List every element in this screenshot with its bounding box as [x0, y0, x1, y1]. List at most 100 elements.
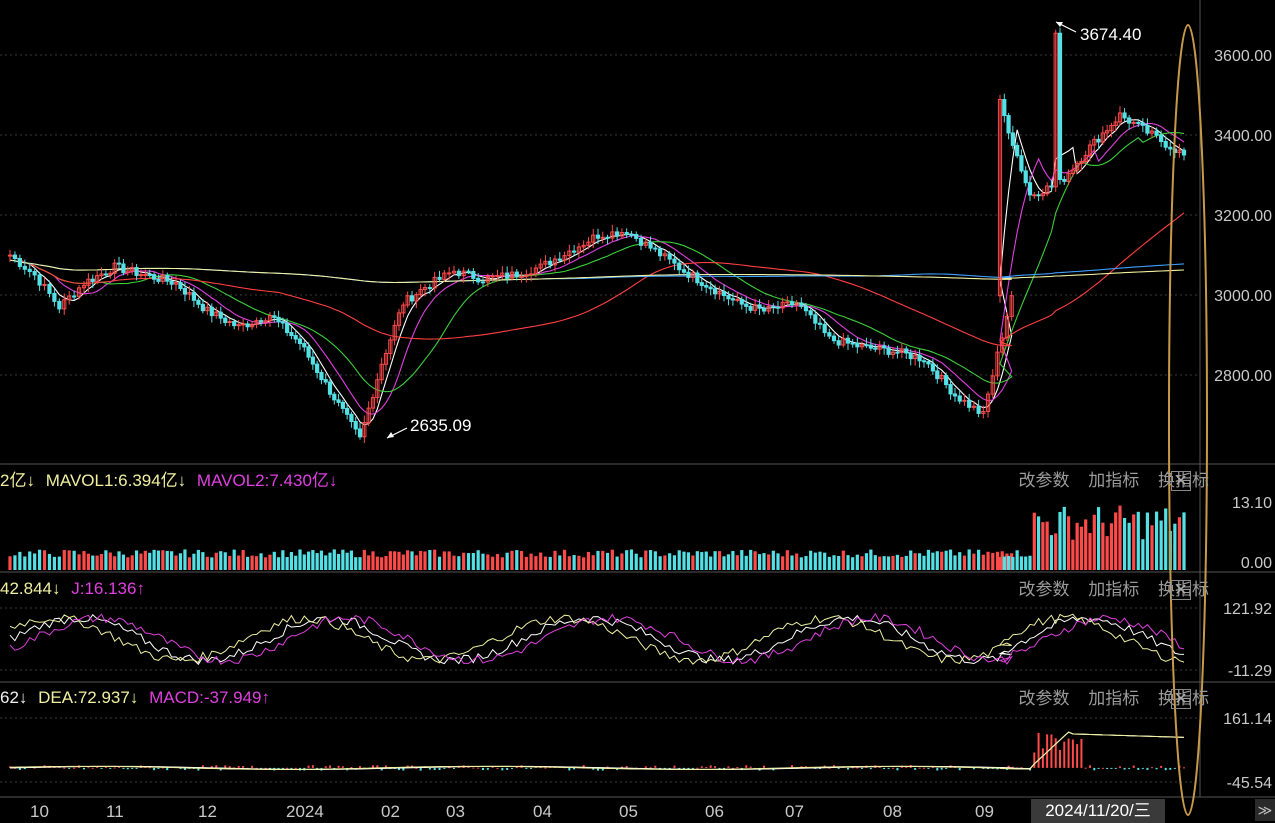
- volume-bar: [1164, 508, 1168, 570]
- volume-bar: [663, 555, 667, 570]
- candle-body: [1177, 149, 1182, 154]
- macd-bar: [242, 766, 245, 768]
- volume-bar: [731, 551, 735, 570]
- candle-body: [214, 311, 219, 317]
- candle-body: [32, 270, 37, 276]
- volume-bar: [846, 555, 850, 570]
- candle-body: [1019, 155, 1024, 172]
- candle-body: [388, 339, 393, 355]
- candle-body: [1087, 144, 1093, 156]
- candle-body: [37, 274, 42, 286]
- candle-body: [997, 99, 1003, 297]
- volume-bar: [57, 556, 61, 570]
- macd-bar: [228, 766, 231, 768]
- volume-bar: [1105, 536, 1109, 570]
- volume-bar: [42, 550, 47, 570]
- macd-bar: [1063, 741, 1066, 768]
- macd-bar: [1160, 765, 1163, 768]
- volume-bar: [539, 552, 543, 570]
- close-icon[interactable]: ✕: [1171, 471, 1191, 491]
- switch-indicator-button[interactable]: 换指标: [1158, 580, 1209, 599]
- volume-bar: [1002, 556, 1006, 570]
- candle-body: [451, 270, 457, 274]
- macd-bar: [87, 767, 90, 769]
- macd-bar: [668, 767, 671, 769]
- candle-body: [500, 272, 505, 277]
- candle-body: [653, 247, 658, 250]
- volume-bar: [13, 555, 17, 570]
- x-axis: 10 11 12 2024 02 03 04 05 06 07 08 09: [30, 802, 994, 821]
- volume-bar: [272, 551, 276, 570]
- candle-body: [401, 304, 406, 314]
- candle-body: [794, 302, 799, 306]
- volume-bar: [869, 549, 873, 570]
- candle-body: [323, 379, 328, 383]
- macd-bar: [736, 767, 739, 769]
- macd-bar: [415, 767, 418, 769]
- candle-body: [995, 351, 1000, 377]
- modify-params-button[interactable]: 改参数: [1018, 689, 1070, 708]
- macd-bar: [197, 767, 200, 771]
- macd-bar: [515, 767, 518, 769]
- volume-bar: [1173, 523, 1177, 570]
- volume-bar: [241, 550, 245, 570]
- modify-params-button[interactable]: 改参数: [1018, 580, 1070, 599]
- candle-body: [67, 295, 72, 301]
- volume-bar: [1136, 511, 1140, 570]
- volume-bar: [1066, 516, 1071, 570]
- volume-bar: [165, 550, 169, 570]
- volume-bar: [596, 550, 600, 570]
- candle-body: [173, 282, 179, 285]
- mavol2-label: MAVOL2:7.430亿↓: [196, 471, 338, 490]
- candle-body: [357, 428, 363, 438]
- x-tick: 02: [381, 802, 400, 821]
- volume-bar: [1024, 556, 1028, 570]
- volume-bar: [1075, 522, 1079, 570]
- candle-body: [713, 288, 718, 295]
- macd-bar: [1164, 767, 1167, 771]
- add-indicator-button[interactable]: 加指标: [1088, 471, 1140, 490]
- candle-body: [1079, 160, 1084, 164]
- candle-body: [882, 345, 887, 349]
- macd-bar: [1114, 767, 1117, 769]
- add-indicator-button[interactable]: 加指标: [1088, 689, 1140, 708]
- volume-bars: [8, 505, 1186, 570]
- volume-bar: [771, 550, 775, 570]
- volume-bar: [442, 551, 446, 570]
- macd-bar: [1141, 767, 1144, 769]
- volume-bar: [757, 554, 762, 570]
- volume-bar: [232, 549, 236, 570]
- candle-body: [827, 332, 832, 337]
- volume-bar: [1109, 523, 1114, 570]
- candle-body: [125, 270, 130, 274]
- volume-bar: [1092, 514, 1096, 570]
- candle-body: [717, 290, 722, 295]
- x-tick: 03: [446, 802, 465, 821]
- close-icon[interactable]: ✕: [1171, 689, 1191, 709]
- candle-body: [187, 292, 192, 295]
- macd-bar: [477, 767, 480, 769]
- modify-params-button[interactable]: 改参数: [1018, 471, 1070, 490]
- candle-body: [1000, 337, 1005, 353]
- volume-bar: [126, 557, 130, 570]
- volume-bar: [113, 556, 117, 570]
- macd-bar: [663, 767, 666, 769]
- volume-bar: [1118, 505, 1122, 570]
- macd-bar: [996, 767, 999, 770]
- candle-body: [735, 298, 740, 301]
- volume-bar: [572, 555, 576, 570]
- candle-body: [771, 305, 776, 308]
- switch-indicator-button[interactable]: 换指标: [1158, 471, 1209, 490]
- switch-indicator-button[interactable]: 换指标: [1158, 689, 1209, 708]
- add-indicator-button[interactable]: 加指标: [1088, 580, 1140, 599]
- candle-body: [319, 372, 324, 381]
- candle-body: [160, 274, 165, 282]
- candle-body: [370, 397, 376, 409]
- candle-body: [557, 258, 562, 261]
- candle-body: [1045, 185, 1050, 195]
- scroll-right-icon[interactable]: ≫: [1255, 799, 1275, 821]
- close-icon[interactable]: ✕: [1171, 580, 1191, 600]
- candle-body: [86, 278, 91, 286]
- volume-bar: [1084, 519, 1088, 570]
